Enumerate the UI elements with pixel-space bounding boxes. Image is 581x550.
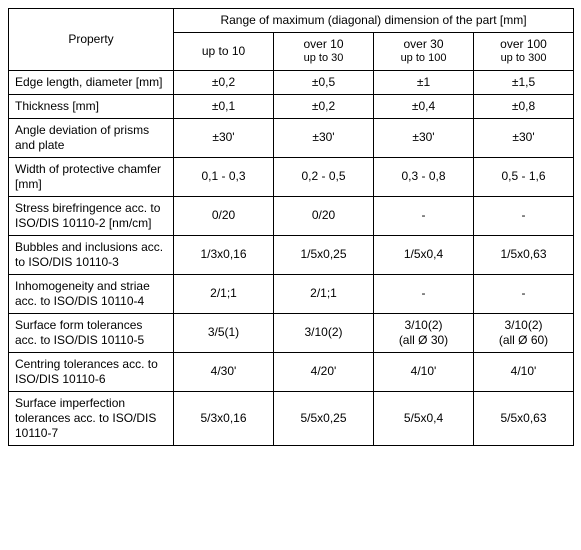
value-cell: 0,1 - 0,3 [174,157,274,196]
table-row: Centring tolerances acc. to ISO/DIS 1011… [9,352,574,391]
value-cell: 0/20 [274,196,374,235]
value-cell: ±0,4 [374,94,474,118]
value-cell: ±30' [174,118,274,157]
table-row: Inhomogeneity and striae acc. to ISO/DIS… [9,274,574,313]
value-cell: 2/1;1 [174,274,274,313]
col-header-1-line1: over 10 [303,37,343,51]
value-cell: - [474,196,574,235]
table-row: Width of protective chamfer [mm]0,1 - 0,… [9,157,574,196]
col-header-0-line1: up to 10 [202,44,245,58]
value-cell: 1/5x0,25 [274,235,374,274]
value-cell: 4/10' [474,352,574,391]
value-cell: 5/5x0,25 [274,391,374,445]
tolerances-table: Property Range of maximum (diagonal) dim… [8,8,574,446]
table-row: Angle deviation of prisms and plate±30'±… [9,118,574,157]
value-cell: ±0,2 [274,94,374,118]
value-cell: ±0,1 [174,94,274,118]
tolerances-table-container: Property Range of maximum (diagonal) dim… [8,8,573,446]
header-row-1: Property Range of maximum (diagonal) dim… [9,9,574,33]
property-cell: Surface imperfection tolerances acc. to … [9,391,174,445]
col-header-1-line2: up to 30 [280,52,367,66]
table-head: Property Range of maximum (diagonal) dim… [9,9,574,71]
value-cell: 5/3x0,16 [174,391,274,445]
col-header-3: over 100 up to 300 [474,33,574,71]
table-row: Edge length, diameter [mm]±0,2±0,5±1±1,5 [9,70,574,94]
value-cell: ±1 [374,70,474,94]
value-cell: 1/5x0,63 [474,235,574,274]
value-cell: 0,5 - 1,6 [474,157,574,196]
value-cell: 3/10(2) [274,313,374,352]
range-header: Range of maximum (diagonal) dimension of… [174,9,574,33]
property-cell: Stress birefringence acc. to ISO/DIS 101… [9,196,174,235]
value-cell: 5/5x0,63 [474,391,574,445]
property-cell: Centring tolerances acc. to ISO/DIS 1011… [9,352,174,391]
property-cell: Thickness [mm] [9,94,174,118]
table-row: Bubbles and inclusions acc. to ISO/DIS 1… [9,235,574,274]
col-header-0: up to 10 [174,33,274,71]
value-cell: ±0,2 [174,70,274,94]
property-cell: Surface form tolerances acc. to ISO/DIS … [9,313,174,352]
col-header-2-line1: over 30 [403,37,443,51]
table-body: Edge length, diameter [mm]±0,2±0,5±1±1,5… [9,70,574,445]
value-cell: ±30' [374,118,474,157]
table-row: Surface form tolerances acc. to ISO/DIS … [9,313,574,352]
property-header: Property [9,9,174,71]
table-row: Surface imperfection tolerances acc. to … [9,391,574,445]
value-cell: 3/10(2)(all Ø 30) [374,313,474,352]
table-row: Thickness [mm]±0,1±0,2±0,4±0,8 [9,94,574,118]
value-cell: 4/20' [274,352,374,391]
value-cell: - [474,274,574,313]
value-cell: 1/5x0,4 [374,235,474,274]
value-cell: 4/10' [374,352,474,391]
value-cell: 3/5(1) [174,313,274,352]
value-cell: 5/5x0,4 [374,391,474,445]
value-cell: - [374,274,474,313]
col-header-3-line1: over 100 [500,37,547,51]
col-header-1: over 10 up to 30 [274,33,374,71]
value-cell: ±30' [474,118,574,157]
value-cell: ±30' [274,118,374,157]
property-cell: Width of protective chamfer [mm] [9,157,174,196]
property-cell: Angle deviation of prisms and plate [9,118,174,157]
property-cell: Edge length, diameter [mm] [9,70,174,94]
col-header-2-line2: up to 100 [380,52,467,66]
col-header-3-line2: up to 300 [480,52,567,66]
col-header-2: over 30 up to 100 [374,33,474,71]
value-cell: ±0,8 [474,94,574,118]
value-cell: ±1,5 [474,70,574,94]
value-cell: 1/3x0,16 [174,235,274,274]
value-cell: 4/30' [174,352,274,391]
property-cell: Inhomogeneity and striae acc. to ISO/DIS… [9,274,174,313]
table-row: Stress birefringence acc. to ISO/DIS 101… [9,196,574,235]
value-cell: 0/20 [174,196,274,235]
value-cell: ±0,5 [274,70,374,94]
value-cell: 0,2 - 0,5 [274,157,374,196]
value-cell: - [374,196,474,235]
value-cell: 2/1;1 [274,274,374,313]
value-cell: 3/10(2)(all Ø 60) [474,313,574,352]
value-cell: 0,3 - 0,8 [374,157,474,196]
property-cell: Bubbles and inclusions acc. to ISO/DIS 1… [9,235,174,274]
